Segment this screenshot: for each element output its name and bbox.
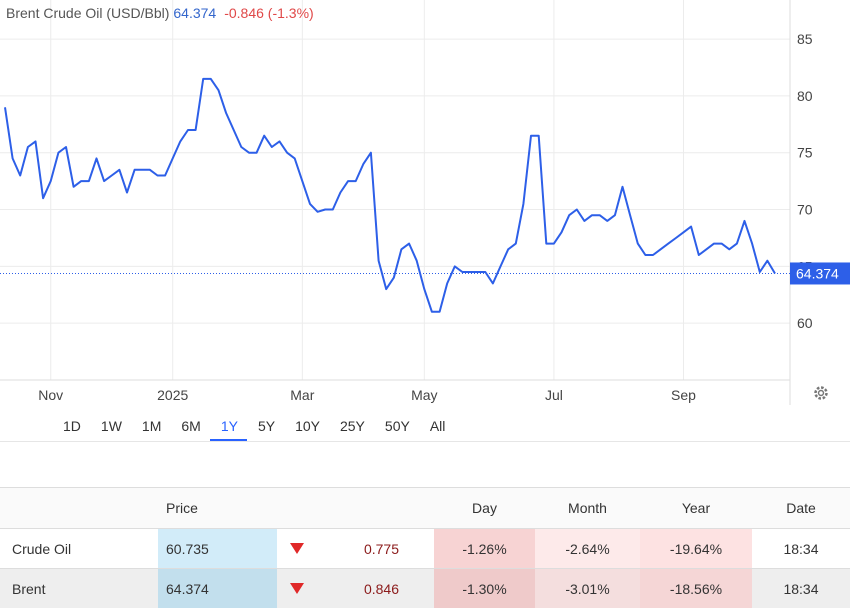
- change: 0.846: [317, 569, 434, 608]
- price-line: [5, 79, 775, 312]
- range-button[interactable]: 25Y: [329, 412, 374, 441]
- name: Crude Oil: [0, 529, 158, 569]
- chart-title: Brent Crude Oil (USD/Bbl): [6, 5, 169, 21]
- chart-header: Brent Crude Oil (USD/Bbl)64.374 -0.846 (-…: [6, 5, 314, 21]
- range-button[interactable]: All: [419, 412, 455, 441]
- range-button[interactable]: 1Y: [210, 412, 247, 441]
- x-tick-label: Mar: [290, 387, 314, 403]
- x-tick-label: Nov: [38, 387, 63, 403]
- year-change: -18.56%: [640, 569, 752, 608]
- range-button[interactable]: 5Y: [247, 412, 284, 441]
- separator: [0, 441, 850, 442]
- range-button[interactable]: 10Y: [284, 412, 329, 441]
- x-tick-label: May: [411, 387, 437, 403]
- range-button[interactable]: 1M: [131, 412, 170, 441]
- range-button[interactable]: 50Y: [374, 412, 419, 441]
- name: Brent: [0, 569, 158, 608]
- range-button[interactable]: 6M: [170, 412, 209, 441]
- y-tick-label: 85: [797, 31, 813, 47]
- x-tick-label: Sep: [671, 387, 696, 403]
- arrow-cell: [277, 569, 317, 608]
- y-tick-label: 60: [797, 315, 813, 331]
- down-arrow: [290, 583, 304, 594]
- price: 64.374: [158, 569, 277, 608]
- x-tick-label: Jul: [545, 387, 563, 403]
- year-change: -19.64%: [640, 529, 752, 569]
- chart: 606570758085Nov2025MarMayJulSep64.374: [0, 0, 850, 408]
- arrow-cell: [277, 529, 317, 569]
- settings-icon[interactable]: [816, 388, 827, 399]
- range-button[interactable]: 1D: [52, 412, 90, 441]
- header-row: Price Day Month Year Date: [0, 488, 850, 529]
- date: 18:34: [752, 569, 850, 608]
- change: 0.775: [317, 529, 434, 569]
- month-change: -3.01%: [535, 569, 640, 608]
- col-header: Day: [434, 488, 535, 529]
- day-change: -1.26%: [434, 529, 535, 569]
- day-change: -1.30%: [434, 569, 535, 608]
- col-header: Date: [752, 488, 850, 529]
- col-header: Year: [640, 488, 752, 529]
- month-change: -2.64%: [535, 529, 640, 569]
- x-tick-label: 2025: [157, 387, 188, 403]
- range-button[interactable]: 1W: [90, 412, 131, 441]
- last-price: 64.374: [173, 5, 216, 21]
- y-tick-label: 80: [797, 88, 813, 104]
- date: 18:34: [752, 529, 850, 569]
- col-header: Month: [535, 488, 640, 529]
- price: 60.735: [158, 529, 277, 569]
- y-tick-label: 70: [797, 202, 813, 218]
- price-change: -0.846 (-1.3%): [224, 5, 313, 21]
- last-price-label: 64.374: [796, 265, 839, 281]
- y-tick-label: 75: [797, 145, 813, 161]
- col-header: Price: [158, 488, 277, 529]
- down-arrow: [290, 543, 304, 554]
